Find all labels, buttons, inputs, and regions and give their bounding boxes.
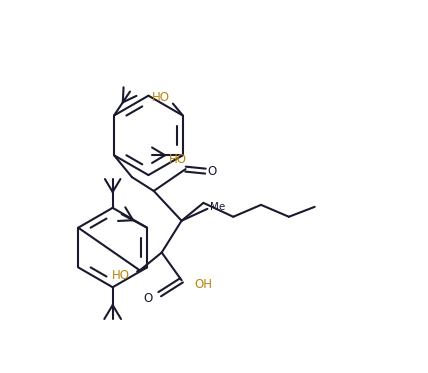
Text: OH: OH [194,278,212,291]
Text: O: O [143,292,153,305]
Text: O: O [208,164,217,178]
Text: HO: HO [152,91,170,104]
Text: HO: HO [112,269,130,282]
Text: HO: HO [169,153,187,166]
Text: Me: Me [210,202,225,212]
